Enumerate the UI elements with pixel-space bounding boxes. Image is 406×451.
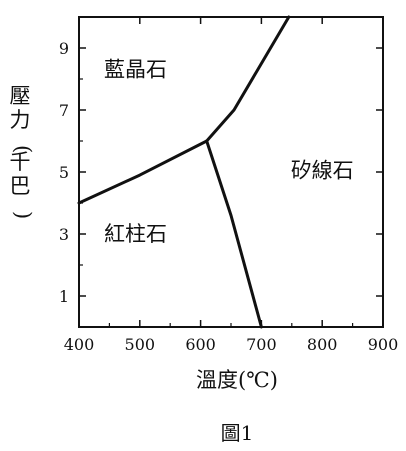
y-tick-label-5: 5 [59,163,69,182]
y-tick-label-9: 9 [59,39,69,58]
x-tick-label-500: 500 [125,335,156,354]
boundary-kyanite-sillimanite [205,15,291,143]
x-tick-label-700: 700 [246,335,277,354]
x-tick-label-600: 600 [185,335,216,354]
x-axis-title: 溫度(℃) [196,368,278,392]
boundary-kyanite-andalusite [77,139,209,205]
x-tick-label-900: 900 [368,335,399,354]
region-label-kyanite: 藍晶石 [104,58,167,82]
y-axis-title: 壓力(千巴) [10,84,35,219]
x-tick-label-400: 400 [64,335,95,354]
y-tick-label-1: 1 [59,287,69,306]
y-tick-label-3: 3 [59,225,69,244]
x-axis: 400 500 600 700 800 900 [64,17,399,354]
y-axis: 1 3 5 7 9 [59,39,383,306]
region-label-sillimanite: 矽線石 [291,158,354,182]
y-axis-title-text: 壓力(千巴) [10,84,35,219]
boundary-andalusite-sillimanite [205,139,263,329]
x-tick-label-800: 800 [307,335,338,354]
region-label-andalusite: 紅柱石 [104,222,167,246]
figure-caption: 圖1 [221,421,254,445]
boundary-lines [77,15,291,329]
y-tick-label-7: 7 [59,101,69,120]
